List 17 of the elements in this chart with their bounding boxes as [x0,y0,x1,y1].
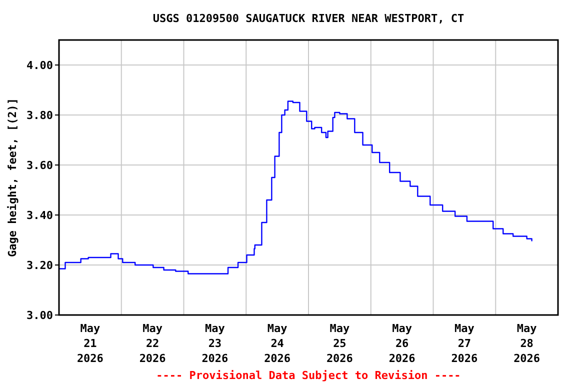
y-axis-title: Gage height, feet, [(2)] [6,98,19,257]
text: ---- Provisional Data Subject to Revision ---- [156,369,461,382]
x-tick-label: May 25 2026 [326,322,354,365]
x-tick-label: May 24 2026 [264,322,291,365]
y-tick-label: 3.80 [26,108,53,122]
y-tick-label: 4.00 [26,58,53,72]
y-tick-label: 3.40 [26,208,53,222]
x-tick-label: May 22 2026 [139,322,166,365]
x-tick-label: May 23 2026 [202,322,229,365]
x-tick-label: May 21 2026 [76,322,104,365]
y-tick-label: 3.60 [26,158,53,172]
y-tick-label: 3.20 [26,258,53,272]
y-tick-label: 3.00 [26,308,53,322]
x-tick-label: May 27 2026 [451,322,478,365]
x-tick-label: May 26 2026 [388,322,416,365]
x-tick-label: May 28 2026 [514,322,540,365]
chart-title: USGS 01209500 SAUGATUCK RIVER NEAR WESTPORT, CT [152,12,465,25]
